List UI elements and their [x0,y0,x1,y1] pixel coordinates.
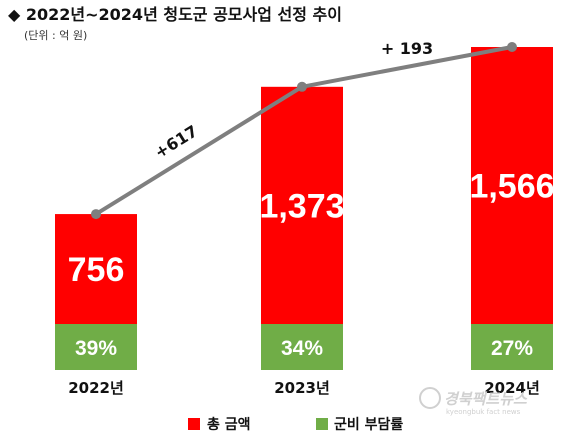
bar-share-0 [55,324,137,370]
bar-total-1 [261,86,343,324]
legend-swatch-total [188,418,200,430]
watermark: 경북팩트뉴스 kyeongbuk fact news [419,387,528,416]
x-tick-label-2: 2024년 [484,379,540,397]
watermark-text: 경북팩트뉴스 [444,390,528,408]
x-tick-label-1: 2023년 [274,379,330,397]
labels-layer: 756 39% 2022년 1,373 34% 2023년 1,566 27% 2024년 [68,168,555,398]
chart-subtitle: (단위 : 억 원) [24,29,87,42]
chart-title: ◆ 2022년~2024년 청도군 공모사업 선정 추이 [8,5,342,24]
watermark-logo-icon [419,387,441,409]
bar-share-1 [261,324,343,370]
legend-label-total: 총 금액 [207,416,251,433]
legend: 총 금액 군비 부담률 [188,416,403,433]
trend-point-2 [507,42,517,52]
trend-point-1 [297,81,307,92]
annotation-increase-2024: + 193 [381,39,433,58]
watermark-subtext: kyeongbuk fact news [446,408,521,416]
bars-layer [55,47,553,370]
x-tick-label-0: 2022년 [68,379,124,397]
bar-total-2 [471,47,553,324]
data-label-share-0: 39% [75,337,117,360]
bar-share-2 [471,324,553,370]
legend-swatch-share [316,418,328,430]
trend-layer [91,42,517,220]
data-label-total-2: 1,566 [469,168,554,206]
data-label-total-1: 1,373 [259,187,344,225]
data-label-share-1: 34% [281,337,323,360]
data-label-share-2: 27% [491,337,533,360]
trend-point-0 [91,209,101,220]
legend-label-share: 군비 부담률 [334,416,403,433]
data-label-total-0: 756 [68,251,125,289]
bar-total-0 [55,214,137,324]
